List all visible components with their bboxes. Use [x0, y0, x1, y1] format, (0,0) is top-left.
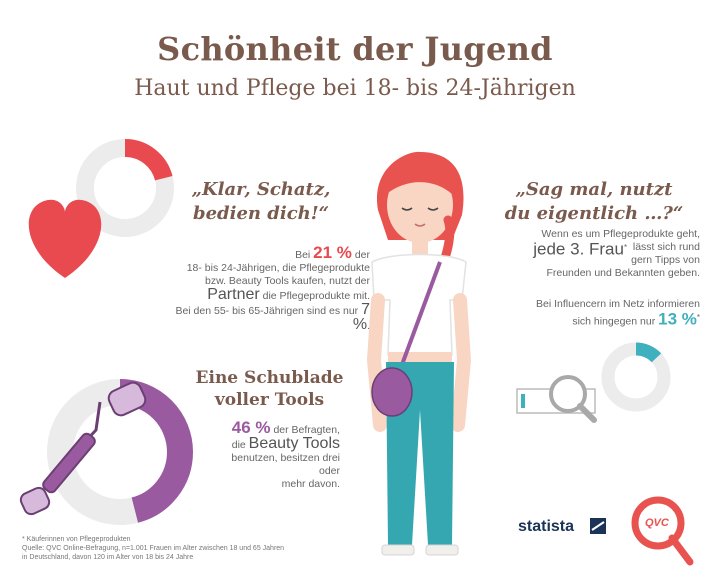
footnote-line1: * Käuferinnen von Pflegeprodukten — [22, 536, 131, 543]
partner-line2: 18- bis 24-Jährigen, die Pflegeprodukte — [186, 262, 370, 274]
qvc-logo — [631, 496, 694, 566]
tools-text: 46 % der Befragten, die Beauty Tools ben… — [210, 418, 340, 491]
partner-word: Partner — [207, 286, 260, 303]
statista-logo: statista — [518, 518, 575, 535]
tools-heading-line2: voller Tools — [214, 390, 325, 410]
tools-line3: benutzen, besitzen drei oder — [231, 452, 340, 477]
tools-percent: 46 % — [231, 418, 271, 437]
partner-line3: bzw. Beauty Tools kaufen, nutzt der — [205, 275, 370, 287]
friends-line1: Wenn es um Pflegeprodukte geht, — [541, 228, 700, 240]
tools-heading-line1: Eine Schublade — [195, 368, 344, 388]
tools-line4: mehr davon. — [281, 478, 340, 490]
friends-text: Wenn es um Pflegeprodukte geht, jede 3. … — [505, 228, 700, 280]
friends-quote: „Sag mal, nutzt du eigentlich …?“ — [504, 179, 684, 224]
footnote-line2: Quelle: QVC Online-Befragung, n=1.001 Fr… — [22, 545, 285, 552]
partner-text: Bei 21 % der 18- bis 24-Jährigen, die Pf… — [170, 243, 370, 333]
tools-line1-post: der Befragten, — [270, 424, 340, 436]
tools-beauty-tools: Beauty Tools — [248, 435, 340, 452]
page-title: Schönheit der Jugend — [157, 30, 553, 68]
heart-icon — [28, 199, 102, 278]
tools-heading: Eine Schublade voller Tools — [192, 367, 347, 411]
friends-asterisk: * — [623, 243, 628, 252]
woman-illustration — [366, 151, 472, 556]
influencer-percent: 13 % — [658, 309, 697, 329]
partner-line4-post: die Pflegeprodukte mit. — [259, 290, 370, 302]
tools-line2-pre: die — [231, 439, 249, 451]
friends-line3-post: gern Tipps von — [631, 254, 700, 266]
friends-line2-post: lässt sich rund — [632, 241, 700, 253]
partner-percent-old: 7 % — [352, 301, 370, 333]
page-subtitle: Haut und Pflege bei 18- bis 24-Jährigen — [134, 76, 576, 101]
partner-line5-post: . — [367, 320, 370, 332]
friends-line4: Freunden und Bekannten geben. — [546, 267, 700, 279]
partner-line5-pre: Bei den 55- bis 65-Jährigen sind es nur — [175, 305, 362, 317]
footnote-line3: in Deutschland, davon 120 im Alter von 1… — [22, 554, 194, 561]
partner-percent-young: 21 % — [313, 243, 352, 262]
qvc-logo-text: QVC — [645, 517, 669, 529]
influencer-line1: Bei Influencern im Netz informieren — [536, 298, 700, 310]
partner-ring-fill — [76, 139, 174, 237]
friends-big-text: jede 3. Frau — [533, 239, 624, 259]
face-roller-icon — [19, 381, 147, 516]
partner-line1-pre: Bei — [295, 249, 314, 261]
influencer-line2-pre: sich hingegen nur — [572, 315, 659, 328]
influencer-text: Bei Influencern im Netz informieren sich… — [505, 298, 700, 329]
influencer-ring-chart — [601, 342, 671, 412]
influencer-ring-fill — [601, 342, 671, 412]
influencer-asterisk: * — [696, 313, 700, 322]
magnifier-icon — [549, 375, 597, 423]
partner-line1-post: der — [351, 249, 370, 261]
partner-ring-chart — [76, 139, 174, 237]
footnote: * Käuferinnen von Pflegeprodukten Quelle… — [22, 535, 322, 562]
statista-logo-slash — [591, 521, 605, 531]
partner-quote: „Klar, Schatz, bedien dich!“ — [191, 179, 331, 224]
